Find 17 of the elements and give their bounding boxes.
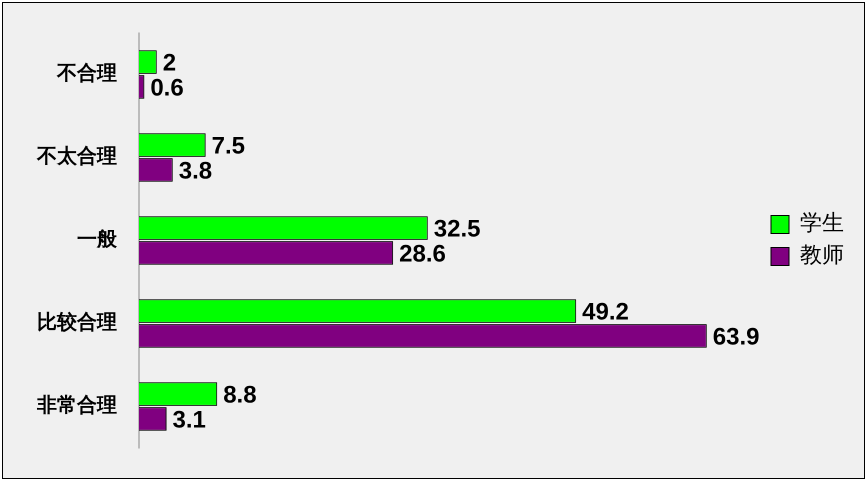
data-label: 32.5 — [434, 216, 481, 243]
data-label: 3.1 — [172, 406, 206, 434]
y-tick-label: 不合理 — [56, 60, 117, 85]
legend-label: 教师 — [800, 243, 844, 268]
legend-label: 学生 — [800, 211, 844, 236]
data-label: 0.6 — [150, 74, 184, 102]
y-tick-label: 比较合理 — [37, 310, 117, 334]
y-tick-label: 一般 — [77, 226, 118, 251]
data-label: 8.8 — [223, 382, 257, 409]
data-label: 2 — [162, 50, 176, 77]
data-label: 63.9 — [712, 324, 760, 351]
y-tick-label: 非常合理 — [36, 392, 117, 417]
data-label: 28.6 — [399, 240, 446, 268]
data-label: 49.2 — [582, 298, 629, 326]
y-tick-label: 不太合理 — [36, 144, 117, 168]
data-label: 3.8 — [178, 158, 212, 185]
data-label: 7.5 — [212, 132, 246, 160]
